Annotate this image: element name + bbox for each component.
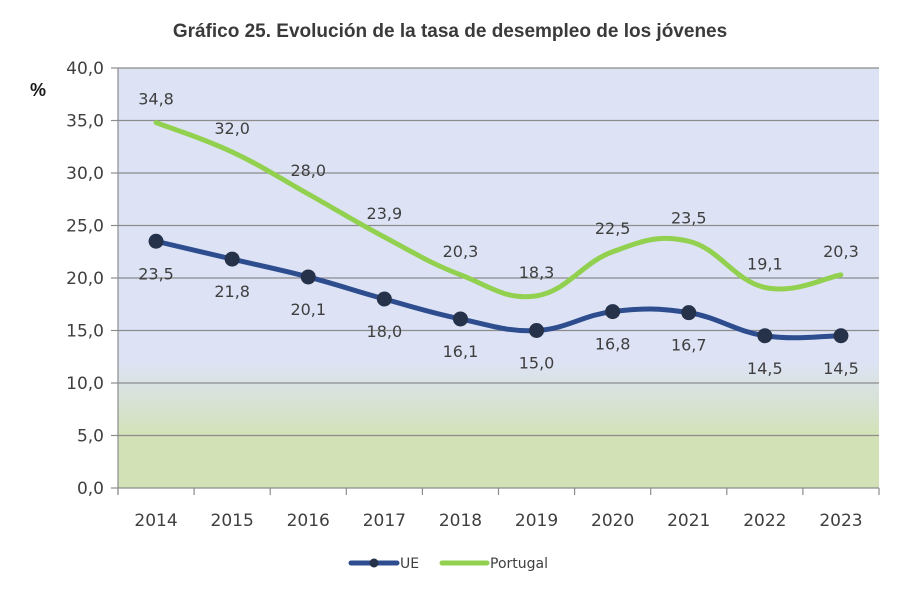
data-point-ue bbox=[300, 269, 316, 285]
series-line-portugal bbox=[153, 120, 844, 300]
data-label-portugal: 20,3 bbox=[443, 242, 479, 261]
data-label-ue: 18,0 bbox=[367, 322, 403, 341]
y-tick-label: 20,0 bbox=[66, 269, 104, 289]
data-label-portugal: 32,0 bbox=[214, 119, 250, 138]
legend-label-portugal: Portugal bbox=[490, 556, 548, 572]
data-point-ue bbox=[605, 304, 621, 320]
legend-item-ue[interactable]: UE bbox=[348, 556, 419, 572]
y-tick-label: 35,0 bbox=[66, 112, 104, 132]
data-label-ue: 16,7 bbox=[671, 336, 707, 355]
legend-marker-ue bbox=[369, 558, 379, 568]
data-point-ue bbox=[148, 233, 164, 249]
y-tick-label: 10,0 bbox=[66, 374, 104, 394]
legend-item-portugal[interactable]: Portugal bbox=[439, 556, 548, 572]
x-tick-label: 2014 bbox=[134, 511, 177, 531]
data-label-ue: 20,1 bbox=[290, 300, 326, 319]
y-tick-label: 25,0 bbox=[66, 217, 104, 237]
x-tick-label: 2021 bbox=[667, 511, 710, 531]
data-point-ue bbox=[757, 328, 773, 344]
data-label-ue: 14,5 bbox=[747, 359, 783, 378]
x-tick-label: 2020 bbox=[591, 511, 634, 531]
y-tick-label: 5,0 bbox=[77, 427, 104, 447]
chart-title: Gráfico 25. Evolución de la tasa de dese… bbox=[173, 21, 727, 42]
y-axis-unit-label: % bbox=[30, 80, 46, 100]
x-tick-label: 2023 bbox=[819, 511, 862, 531]
data-label-ue: 15,0 bbox=[519, 354, 555, 373]
x-tick-label: 2015 bbox=[211, 511, 254, 531]
data-label-ue: 16,1 bbox=[443, 342, 479, 361]
data-point-ue bbox=[452, 311, 468, 327]
data-point-ue bbox=[224, 251, 240, 267]
data-label-ue: 23,5 bbox=[138, 264, 174, 283]
data-label-portugal: 20,3 bbox=[823, 242, 859, 261]
data-label-ue: 21,8 bbox=[214, 282, 250, 301]
data-point-ue bbox=[376, 291, 392, 307]
data-point-ue bbox=[529, 323, 545, 338]
series-line-ue bbox=[153, 238, 844, 341]
data-point-ue bbox=[681, 305, 697, 321]
gridlines bbox=[118, 67, 879, 437]
y-tick-label: 30,0 bbox=[66, 164, 104, 184]
data-labels: 34,8 32,0 28,0 23,9 20,3 18,3 22,5 23,5 19,1 20,3… bbox=[138, 90, 859, 378]
legend: UE Portugal bbox=[348, 556, 548, 572]
y-axis-ticks: 0,0 5,0 10,0 15,0 20,0 25,0 30,0 35,0 40,0 bbox=[66, 59, 118, 499]
y-tick-label: 15,0 bbox=[66, 322, 104, 342]
data-label-portugal: 34,8 bbox=[138, 90, 174, 109]
data-label-portugal: 22,5 bbox=[595, 219, 631, 238]
x-axis-ticks: 2014 2015 2016 2017 2018 2019 2020 2021 2022 2023 bbox=[117, 488, 880, 531]
x-tick-label: 2017 bbox=[363, 511, 406, 531]
data-label-portugal: 28,0 bbox=[290, 161, 326, 180]
x-tick-label: 2019 bbox=[515, 511, 558, 531]
x-tick-label: 2022 bbox=[743, 511, 786, 531]
series-layer bbox=[148, 120, 849, 344]
x-tick-label: 2016 bbox=[287, 511, 330, 531]
x-tick-label: 2018 bbox=[439, 511, 482, 531]
data-point-ue bbox=[833, 328, 849, 344]
data-label-portugal: 23,5 bbox=[671, 208, 707, 227]
data-label-ue: 16,8 bbox=[595, 335, 631, 354]
data-label-ue: 14,5 bbox=[823, 359, 859, 378]
legend-label-ue: UE bbox=[400, 556, 419, 572]
data-label-portugal: 18,3 bbox=[519, 263, 555, 282]
y-tick-label: 40,0 bbox=[66, 59, 104, 79]
y-tick-label: 0,0 bbox=[77, 479, 104, 499]
data-label-portugal: 19,1 bbox=[747, 254, 783, 273]
data-label-portugal: 23,9 bbox=[367, 204, 403, 223]
